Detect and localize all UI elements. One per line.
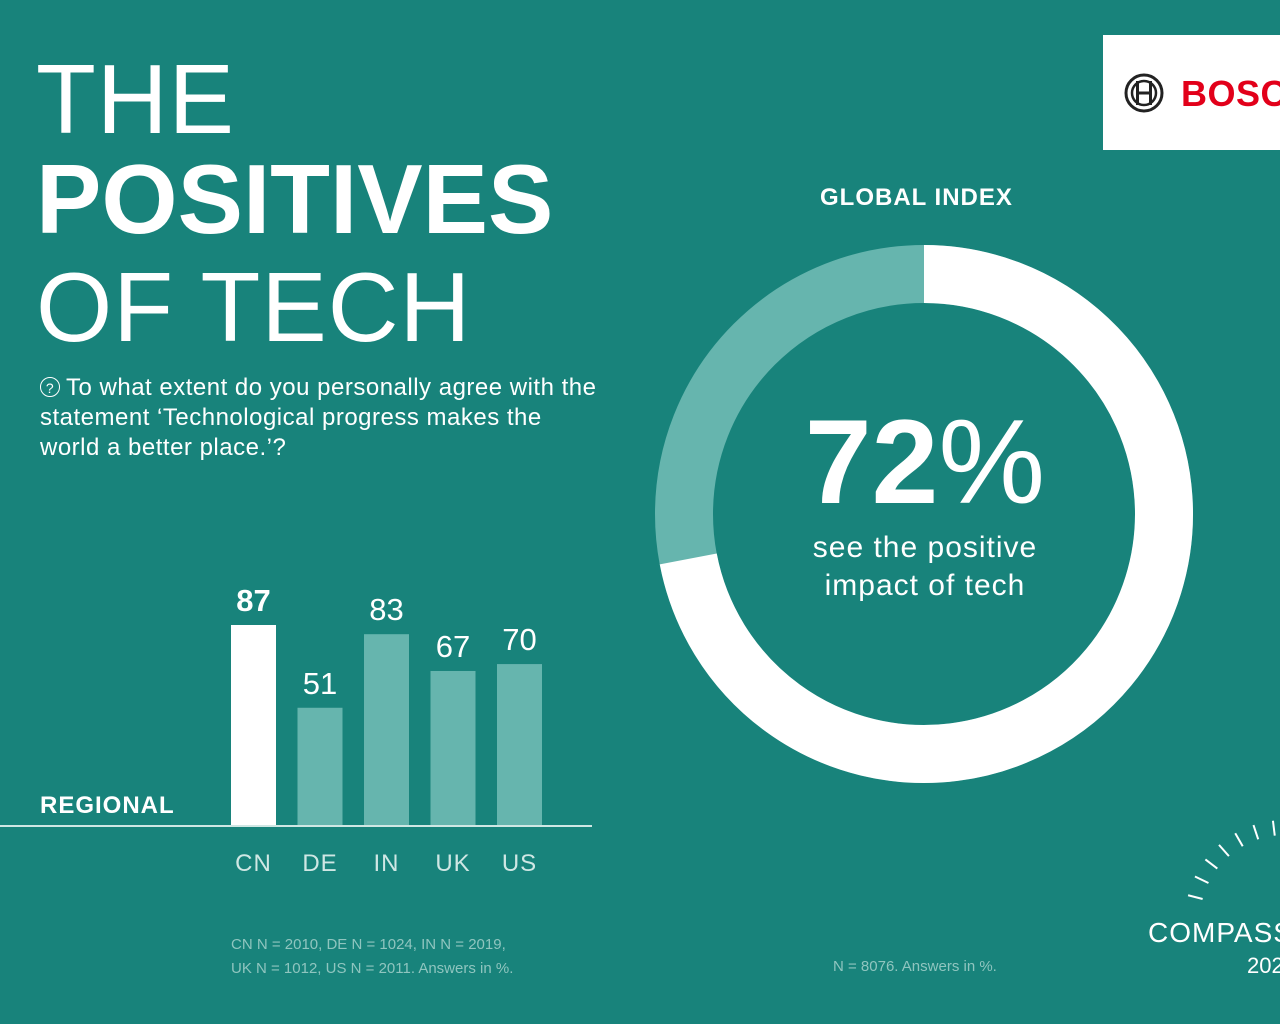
global-index-number: 72 (804, 395, 939, 529)
category-label-us: US (502, 850, 537, 877)
title-line-1: THE (36, 44, 235, 154)
global-index-caption: see the positive impact of tech (765, 529, 1085, 605)
caption-line-1: see the positive (812, 531, 1038, 564)
compass-tick (1271, 820, 1276, 836)
category-label-uk: UK (435, 850, 470, 877)
bar-value-label-us: 70 (502, 622, 536, 657)
compass-tick (1194, 875, 1209, 884)
bar-uk (430, 670, 476, 825)
compass-tick (1187, 894, 1203, 900)
regional-footnote-line-1: CN N = 2010, DE N = 1024, IN N = 2019, (231, 936, 506, 953)
compass-year: 202 (1247, 953, 1280, 978)
caption-line-2: impact of tech (824, 569, 1026, 602)
donut-positive-segment (659, 245, 1193, 783)
category-label-cn: CN (235, 850, 272, 877)
title-line-2: POSITIVES (36, 144, 554, 254)
regional-bar-chart: 87 CN 51 DE 83 IN 67 UK 70 US (231, 583, 542, 877)
bar-value-label-cn: 87 (236, 583, 270, 618)
bosch-armature-icon (1124, 73, 1164, 113)
compass-tick (1204, 858, 1218, 870)
bar-cn (231, 625, 276, 825)
regional-label: REGIONAL (40, 792, 175, 819)
regional-footnote-line-2: UK N = 1012, US N = 2011. Answers in %. (231, 960, 514, 977)
survey-question-text: To what extent do you personally agree w… (40, 374, 597, 461)
compass-tick (1252, 824, 1260, 840)
chart-baseline (0, 825, 592, 827)
bar-value-label-uk: 67 (436, 629, 470, 664)
compass-tick (1218, 844, 1230, 857)
bosch-logo: BOSCH (1103, 35, 1280, 150)
bar-de (297, 707, 343, 825)
title-line-3: OF TECH (36, 252, 472, 362)
category-label-de: DE (302, 850, 337, 877)
bar-us (497, 664, 542, 825)
global-index-label: GLOBAL INDEX (820, 184, 1013, 211)
category-label-in: IN (374, 850, 400, 877)
question-circle-icon: ? (40, 377, 60, 397)
bar-in (364, 634, 409, 825)
bosch-wordmark: BOSCH (1181, 73, 1280, 114)
regional-footnote: CN N = 2010, DE N = 1024, IN N = 2019, U… (231, 933, 513, 981)
global-footnote: N = 8076. Answers in %. (833, 958, 997, 975)
global-index-value: 72% (780, 402, 1070, 522)
bar-value-label-de: 51 (303, 666, 337, 701)
compass-tick (1234, 832, 1244, 847)
percent-sign: % (938, 395, 1046, 529)
compass-label: COMPASS (1148, 917, 1280, 948)
compass-dial-icon (1187, 820, 1276, 900)
global-index-donut (655, 245, 1193, 783)
survey-question: ? To what extent do you personally agree … (40, 373, 600, 463)
bar-value-label-in: 83 (369, 592, 403, 627)
